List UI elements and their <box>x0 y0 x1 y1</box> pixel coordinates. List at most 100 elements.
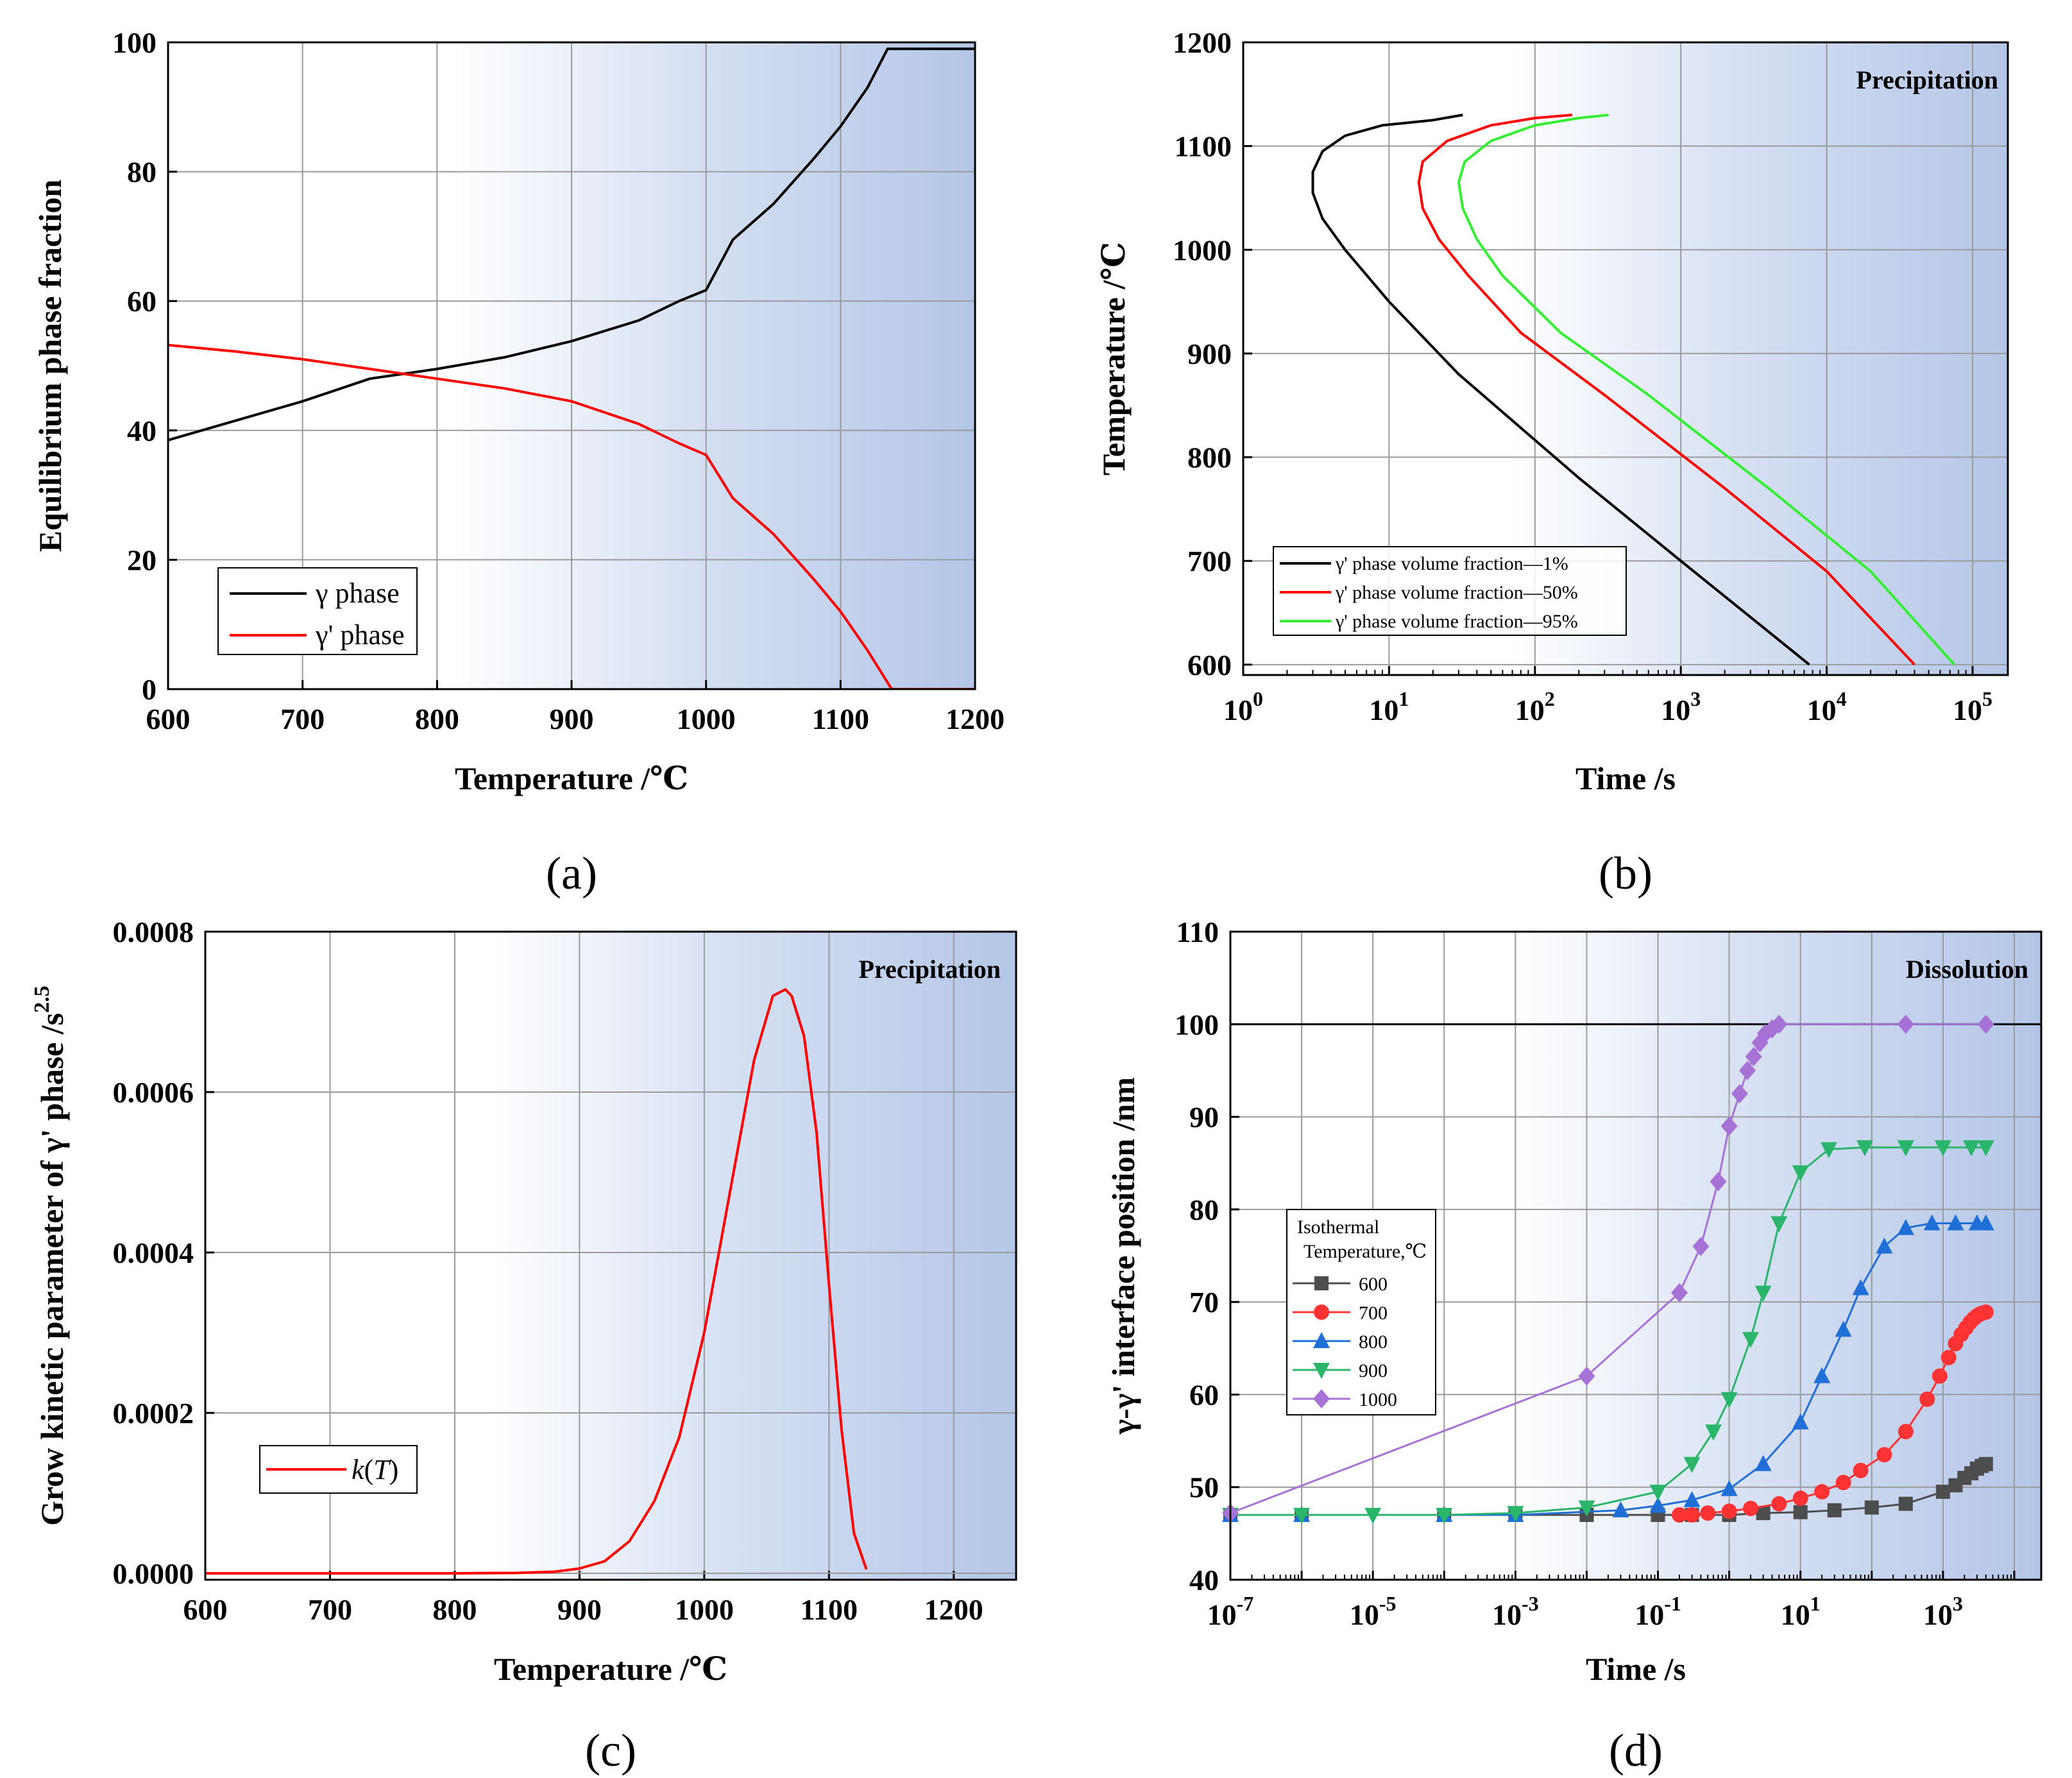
data-point-800 <box>1977 1214 1994 1231</box>
y-tick-label: 40 <box>1189 1564 1219 1596</box>
data-point-800 <box>1923 1214 1940 1231</box>
legend-title: Isothermal <box>1297 1217 1379 1238</box>
legend-label: 1000 <box>1359 1389 1397 1410</box>
panel-caption: (d) <box>1609 1725 1663 1776</box>
x-tick-label: 102 <box>1515 687 1555 726</box>
y-tick-label: 1100 <box>1175 130 1232 163</box>
data-point-700 <box>1919 1391 1935 1407</box>
y-tick-label: 800 <box>1187 441 1232 474</box>
y-axis-label: Temperature /℃ <box>1096 242 1132 475</box>
x-tick-label: 700 <box>308 1593 352 1626</box>
data-point-900 <box>1856 1140 1874 1157</box>
data-point-600 <box>1793 1505 1808 1519</box>
legend-box <box>1273 546 1627 636</box>
data-point-1000 <box>1710 1172 1727 1192</box>
data-point-1000 <box>1670 1283 1688 1303</box>
data-point-1000 <box>1720 1116 1738 1136</box>
x-tick-label: 900 <box>550 703 594 735</box>
data-point-900 <box>1578 1500 1595 1517</box>
legend-label: 700 <box>1359 1303 1388 1324</box>
data-point-1000 <box>1771 1014 1788 1034</box>
data-point-600 <box>1827 1503 1842 1517</box>
chart-panel-c: 600 700 800 900 1000 1100 1200 0.0000 0.0002 0.00… <box>30 916 1017 1776</box>
y-tick-label: 60 <box>127 285 157 318</box>
legend-label: k(T) <box>352 1454 398 1485</box>
x-axis-label: Temperature /℃ <box>455 760 688 796</box>
panel-caption: (b) <box>1599 848 1652 899</box>
data-point-900 <box>1364 1508 1382 1524</box>
data-point-800 <box>1683 1491 1701 1507</box>
data-point-700 <box>1932 1368 1948 1384</box>
data-point-900 <box>1742 1331 1760 1348</box>
legend-label: γ phase <box>315 577 400 609</box>
y-tick-label: 900 <box>1187 338 1232 370</box>
series-line-900 <box>1230 1146 1986 1516</box>
x-tick-label: 700 <box>280 703 325 735</box>
data-point-1000 <box>1692 1236 1710 1256</box>
data-point-700 <box>1814 1483 1830 1500</box>
data-point-900 <box>1977 1140 1994 1157</box>
x-tick-label: 1200 <box>946 703 1005 735</box>
data-point-800 <box>1720 1480 1738 1496</box>
data-point-900 <box>1507 1506 1524 1523</box>
panel-caption: (c) <box>585 1725 636 1776</box>
chart-panel-b: 100 101 102 103 104 105 600 700 800 900 1000 1100 12… <box>1096 26 2009 899</box>
annotation-dissolution: Dissolution <box>1906 955 2028 984</box>
data-point-800 <box>1876 1237 1893 1254</box>
x-tick-label: 1100 <box>801 1593 858 1626</box>
x-tick-label: 100 <box>1223 687 1263 726</box>
data-point-900 <box>1771 1216 1788 1233</box>
legend-label: 600 <box>1359 1274 1388 1295</box>
chart-panel-a: 600 700 800 900 1000 1100 1200 0 20 40 60 80 100 Temp… <box>32 26 1005 899</box>
data-point-700 <box>1743 1500 1759 1516</box>
data-point-700 <box>1898 1424 1914 1440</box>
y-tick-label: 0 <box>142 673 157 706</box>
x-axis-label: Time /s <box>1575 760 1676 796</box>
x-tick-label: 800 <box>415 703 459 735</box>
x-axis-label: Time /s <box>1586 1651 1686 1687</box>
data-point-900 <box>1897 1140 1914 1157</box>
data-point-800 <box>1813 1367 1831 1383</box>
x-tick-label: 103 <box>1661 687 1701 726</box>
y-tick-label: 1000 <box>1173 234 1232 266</box>
legend-label: γ' phase volume fraction—1% <box>1335 553 1568 574</box>
legend: k(T) <box>259 1445 418 1494</box>
series-line-kT <box>205 988 868 1575</box>
y-axis-label: Equilibrium phase fraction <box>32 179 68 552</box>
y-tick-label: 0.0008 <box>113 916 194 948</box>
y-tick-label: 50 <box>1189 1471 1219 1504</box>
panel-caption: (a) <box>546 848 597 899</box>
plot-border <box>167 41 976 690</box>
y-tick-label: 100 <box>1175 1008 1219 1041</box>
data-point-1000 <box>1738 1061 1756 1081</box>
x-tick-label: 1100 <box>812 703 869 735</box>
series-line-95pct <box>1457 114 1956 666</box>
x-tick-label: 101 <box>1781 1592 1821 1631</box>
y-tick-label: 0.0000 <box>113 1557 194 1590</box>
x-axis-label: Temperature /℃ <box>494 1651 727 1687</box>
legend-label: γ' phase volume fraction—50% <box>1335 582 1578 603</box>
legend-marker <box>1314 1304 1329 1320</box>
plot-border <box>1242 41 2009 676</box>
data-point-900 <box>1683 1457 1701 1473</box>
x-tick-label: 10-5 <box>1350 1592 1397 1631</box>
legend-marker <box>1313 1332 1330 1348</box>
legend-marker <box>1313 1389 1330 1408</box>
legend-marker <box>1314 1276 1329 1290</box>
y-tick-label: 40 <box>127 415 157 447</box>
chart-panel-d: 10-7 10-5 10-3 10-1 101 103 40 50 60 70 80 90 100 110… <box>1105 916 2042 1776</box>
data-point-700 <box>1721 1503 1737 1519</box>
x-tick-label: 104 <box>1807 687 1847 726</box>
data-point-600 <box>1756 1506 1771 1521</box>
plot-border <box>1229 930 2042 1581</box>
series-line-gamma-prime <box>168 343 975 689</box>
data-point-700 <box>1876 1447 1892 1463</box>
data-point-900 <box>1820 1142 1837 1159</box>
y-tick-label: 100 <box>112 26 157 59</box>
data-point-600 <box>1864 1500 1879 1515</box>
x-tick-label: 1000 <box>675 1593 734 1626</box>
data-point-700 <box>1671 1507 1687 1523</box>
y-tick-label: 70 <box>1189 1286 1219 1319</box>
y-tick-label: 0.0002 <box>113 1397 194 1430</box>
legend-marker <box>1313 1363 1330 1379</box>
